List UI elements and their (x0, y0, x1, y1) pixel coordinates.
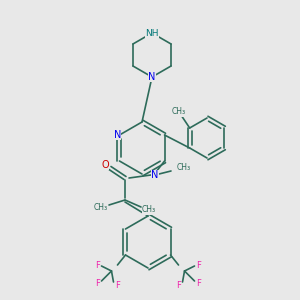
Text: NH: NH (145, 28, 159, 38)
Text: O: O (101, 160, 109, 170)
Text: CH₃: CH₃ (94, 203, 108, 212)
Text: CH₃: CH₃ (177, 164, 191, 172)
Text: F: F (95, 262, 100, 271)
Text: CH₃: CH₃ (172, 107, 186, 116)
Text: N: N (148, 72, 156, 82)
Text: N: N (151, 170, 159, 180)
Text: F: F (196, 262, 201, 271)
Text: F: F (95, 278, 100, 287)
Text: F: F (196, 278, 201, 287)
Text: F: F (176, 280, 181, 290)
Text: N: N (114, 130, 121, 140)
Text: CH₃: CH₃ (142, 206, 156, 214)
Text: F: F (115, 280, 120, 290)
